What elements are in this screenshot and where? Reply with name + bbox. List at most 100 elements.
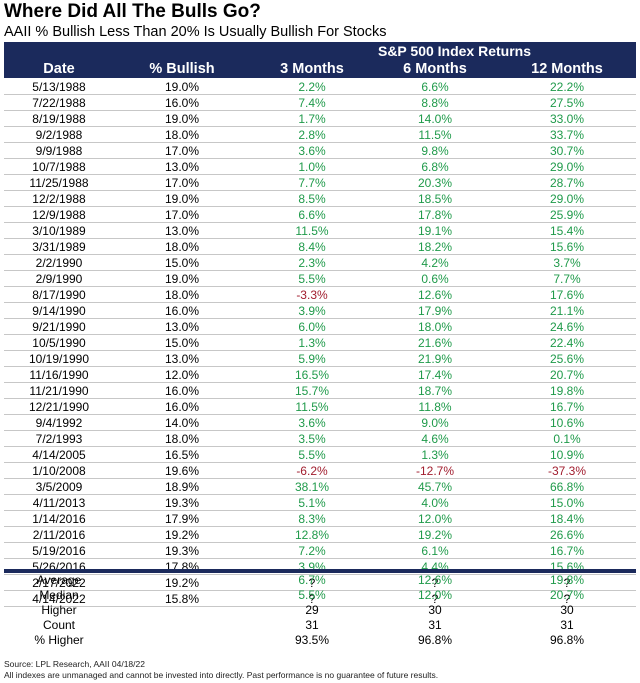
return-6m-cell: 4.0% — [421, 496, 449, 510]
summary-label: % Higher — [34, 633, 84, 647]
summary-divider — [4, 569, 636, 573]
return-6m-cell: 19.1% — [417, 224, 453, 238]
return-6m-cell: 4.6% — [421, 432, 449, 446]
summary-6m-value: 30 — [428, 603, 442, 617]
return-3m-cell: 11.5% — [295, 224, 329, 238]
table-row: 9/9/1988 17.0% 3.6% 9.8% 30.7% — [4, 143, 636, 159]
return-6m-cell: ? — [431, 576, 439, 590]
table-row: 12/9/1988 17.0% 6.6% 17.8% 25.9% — [4, 207, 636, 223]
bullish-cell: 19.2% — [164, 528, 200, 542]
summary-6m-value: 12.6% — [417, 573, 453, 587]
return-12m-cell: 25.9% — [549, 208, 585, 222]
date-cell: 2/17/2022 — [32, 576, 86, 590]
returns-group-header: S&P 500 Index Returns — [377, 43, 532, 59]
summary-row: % Higher 93.5% 96.8% 96.8% — [4, 633, 636, 648]
table-row: 1/14/2016 17.9% 8.3% 12.0% 18.4% — [4, 511, 636, 527]
date-cell: 10/7/1988 — [32, 160, 86, 174]
bullish-cell: 17.0% — [164, 208, 200, 222]
table-row: 3/10/1989 13.0% 11.5% 19.1% 15.4% — [4, 223, 636, 239]
date-cell: 9/2/1988 — [35, 128, 83, 142]
return-12m-cell: 27.5% — [549, 96, 585, 110]
table-row: 7/2/1993 18.0% 3.5% 4.6% 0.1% — [4, 431, 636, 447]
return-12m-cell: ? — [563, 592, 571, 606]
date-cell: 4/14/2005 — [32, 448, 86, 462]
page-title: Where Did All The Bulls Go? — [4, 1, 261, 22]
return-6m-cell: 11.5% — [418, 128, 452, 142]
summary-3m-value: 31 — [305, 618, 319, 632]
return-3m-cell: 15.7% — [294, 384, 330, 398]
date-cell: 9/14/1990 — [32, 304, 86, 318]
page-subtitle: AAII % Bullish Less Than 20% Is Usually … — [4, 24, 387, 40]
return-3m-cell: 1.3% — [298, 336, 326, 350]
bullish-cell: 13.0% — [164, 224, 200, 238]
col-header-6-months: 6 Months — [403, 61, 467, 77]
bullish-cell: 16.5% — [164, 448, 200, 462]
date-cell: 3/5/2009 — [35, 480, 83, 494]
return-6m-cell: 8.8% — [421, 96, 449, 110]
return-3m-cell: 8.3% — [298, 512, 326, 526]
col-header-12-months: 12 Months — [531, 61, 603, 77]
return-12m-cell: 10.6% — [549, 416, 585, 430]
summary-3m-value: 29 — [305, 603, 319, 617]
bullish-cell: 18.9% — [164, 480, 200, 494]
return-12m-cell: 19.8% — [549, 384, 585, 398]
bullish-cell: 19.0% — [164, 272, 200, 286]
bullish-cell: 14.0% — [164, 416, 200, 430]
return-3m-cell: 2.3% — [298, 256, 326, 270]
return-6m-cell: 11.8% — [418, 400, 452, 414]
table-row: 9/21/1990 13.0% 6.0% 18.0% 24.6% — [4, 319, 636, 335]
return-6m-cell: 12.0% — [417, 512, 453, 526]
summary-6m-value: 31 — [428, 618, 442, 632]
return-6m-cell: 18.7% — [417, 384, 453, 398]
return-12m-cell: 29.0% — [549, 192, 585, 206]
table-row: 10/5/1990 15.0% 1.3% 21.6% 22.4% — [4, 335, 636, 351]
return-3m-cell: 6.6% — [298, 208, 326, 222]
bullish-cell: 12.0% — [164, 368, 200, 382]
return-12m-cell: 7.7% — [553, 272, 581, 286]
bullish-cell: 19.0% — [164, 112, 200, 126]
return-3m-cell: 3.5% — [298, 432, 326, 446]
date-cell: 9/4/1992 — [35, 416, 83, 430]
return-12m-cell: 29.0% — [549, 160, 585, 174]
date-cell: 3/31/1989 — [32, 240, 86, 254]
return-3m-cell: 6.0% — [298, 320, 326, 334]
table-row: 4/11/2013 19.3% 5.1% 4.0% 15.0% — [4, 495, 636, 511]
return-3m-cell: 7.2% — [298, 544, 326, 558]
return-3m-cell: 5.1% — [298, 496, 326, 510]
return-3m-cell: -3.3% — [296, 288, 328, 302]
summary-12m-value: 96.8% — [549, 633, 585, 647]
bullish-cell: 15.0% — [164, 336, 200, 350]
return-3m-cell: 16.5% — [294, 368, 330, 382]
return-12m-cell: -37.3% — [547, 464, 587, 478]
return-6m-cell: 6.1% — [421, 544, 449, 558]
return-3m-cell: 2.8% — [298, 128, 326, 142]
return-6m-cell: 17.4% — [417, 368, 453, 382]
table-row: 2/2/1990 15.0% 2.3% 4.2% 3.7% — [4, 255, 636, 271]
table-row: 3/5/2009 18.9% 38.1% 45.7% 66.8% — [4, 479, 636, 495]
return-3m-cell: ? — [308, 592, 316, 606]
return-6m-cell: -12.7% — [415, 464, 455, 478]
bullish-cell: 15.8% — [164, 592, 200, 606]
return-6m-cell: 18.2% — [417, 240, 453, 254]
table-row: 8/19/1988 19.0% 1.7% 14.0% 33.0% — [4, 111, 636, 127]
bullish-cell: 18.0% — [164, 128, 200, 142]
summary-row: Count 31 31 31 — [4, 618, 636, 633]
bullish-cell: 15.0% — [164, 256, 200, 270]
table-row: 11/16/1990 12.0% 16.5% 17.4% 20.7% — [4, 367, 636, 383]
table-row: 4/14/2022 15.8%??? — [4, 591, 636, 607]
table-row: 9/2/1988 18.0% 2.8% 11.5% 33.7% — [4, 127, 636, 143]
date-cell: 12/21/1990 — [28, 400, 90, 414]
bullish-cell: 17.9% — [164, 512, 200, 526]
date-cell: 12/9/1988 — [32, 208, 86, 222]
return-12m-cell: 16.7% — [549, 400, 585, 414]
summary-6m-value: 12.0% — [417, 588, 453, 602]
table-row: 12/2/1988 19.0% 8.5% 18.5% 29.0% — [4, 191, 636, 207]
return-12m-cell: 17.6% — [549, 288, 585, 302]
return-6m-cell: 18.5% — [417, 192, 453, 206]
date-cell: 10/19/1990 — [28, 352, 90, 366]
return-12m-cell: ? — [563, 576, 571, 590]
col-header-date: Date — [43, 61, 75, 77]
return-6m-cell: 17.9% — [417, 304, 453, 318]
summary-row: Average 6.7% 12.6% 19.8% — [4, 573, 636, 588]
disclaimer-note: All indexes are unmanaged and cannot be … — [4, 670, 439, 680]
